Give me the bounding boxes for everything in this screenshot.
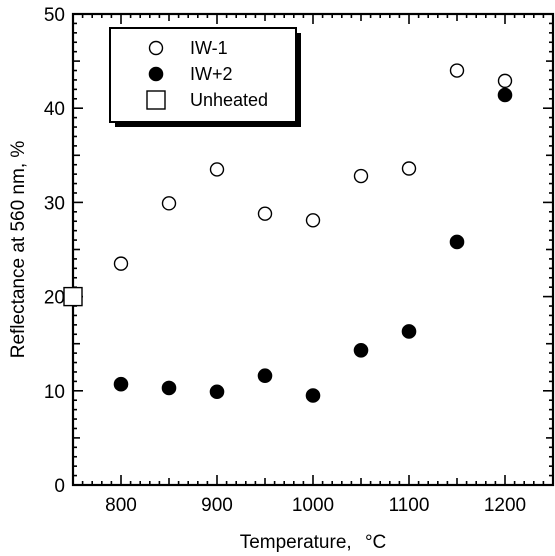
iw-2-point: [209, 384, 225, 400]
x-axis-title-text: Temperature,: [240, 532, 352, 553]
iw-1-point: [353, 168, 369, 184]
x-tick-label: 900: [201, 495, 233, 516]
iw-1-point: [161, 196, 177, 211]
legend-box: [109, 27, 297, 123]
y-tick-label: 40: [44, 99, 65, 120]
data-markers: [63, 63, 513, 403]
legend-label: IW+2: [190, 64, 233, 84]
iw-2-point: [161, 380, 177, 396]
y-tick-label: 10: [44, 382, 65, 403]
legend-label: IW-1: [190, 38, 228, 58]
x-tick-label: 800: [105, 495, 137, 516]
iw-1-point: [497, 73, 513, 89]
legend-marker: [148, 40, 164, 56]
iw-2-point: [113, 376, 129, 392]
y-tick-label: 0: [54, 476, 65, 497]
y-axis-title: Reflectance at 560 nm, %: [8, 141, 29, 359]
y-tick-label: 50: [44, 5, 65, 26]
iw-2-point: [401, 324, 417, 339]
legend-label: Unheated: [190, 90, 268, 110]
legend-marker: [146, 90, 166, 110]
x-axis-title: Temperature, °C: [240, 532, 387, 553]
y-tick-label: 30: [44, 193, 65, 214]
iw-2-point: [305, 388, 321, 403]
iw-1-point: [305, 213, 321, 228]
y-tick-label: 20: [44, 288, 65, 309]
x-tick-label: 1100: [389, 495, 430, 516]
iw-1-point: [401, 161, 417, 176]
legend-items: IW-1 IW+2 Unheated: [146, 38, 268, 110]
x-tick-label: 1000: [292, 495, 334, 516]
plot-frame: [71, 12, 555, 487]
iw-2-point: [449, 234, 465, 250]
iw-1-point: [113, 256, 129, 271]
x-tick-label: 1200: [484, 495, 526, 516]
iw-2-point: [497, 87, 513, 103]
unheated-point: [63, 286, 83, 307]
iw-1-point: [257, 206, 273, 221]
iw-2-point: [257, 368, 273, 384]
legend-marker: [148, 66, 164, 82]
x-axis-unit: °C: [365, 532, 386, 553]
iw-1-point: [209, 162, 225, 177]
legend: IW-1 IW+2 Unheated: [109, 27, 301, 127]
iw-2-point: [353, 342, 369, 358]
tick-labels: 800 900 1000 1100 1200 0 10 20 30 40 50: [44, 5, 526, 516]
iw-1-point: [449, 63, 465, 78]
